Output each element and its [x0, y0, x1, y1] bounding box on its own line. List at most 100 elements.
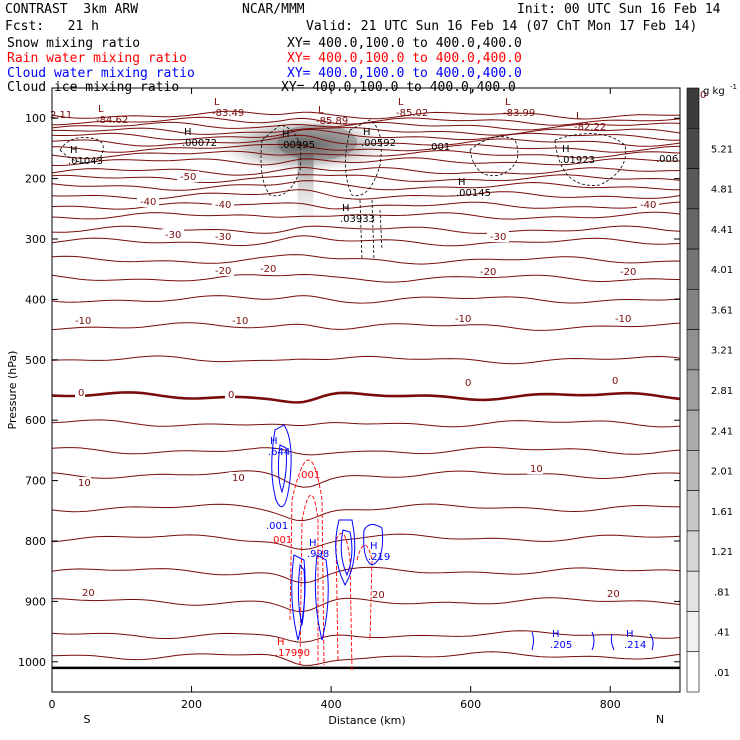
isotherm-label: 20	[607, 589, 620, 600]
extremum-marker: L	[398, 97, 404, 108]
isotherm-label: -10	[232, 316, 248, 327]
isotherm-label-bg	[72, 315, 94, 326]
isotherm-line	[51, 630, 681, 643]
extremum-marker: H	[552, 629, 560, 640]
colorbar-level-label: 1.21	[711, 547, 733, 558]
isotherm-label-bg	[75, 477, 91, 488]
y-tick-label: 200	[25, 173, 46, 186]
colorbar-level-label: 4.41	[711, 225, 733, 236]
isotherm-label-bg	[225, 389, 235, 400]
isotherm-label: 10	[232, 473, 245, 484]
isotherm-label: -20	[480, 267, 496, 278]
isotherm-label: -10	[455, 314, 471, 325]
cloud-ice-contour	[359, 199, 383, 261]
colorbar-segment	[686, 611, 700, 653]
isotherm-label-bg	[452, 313, 474, 324]
extremum-value: .00145	[456, 188, 491, 199]
colorbar-segment	[686, 570, 700, 612]
x-tick-label: 0	[49, 698, 56, 711]
valid-time: Valid: 21 UTC Sun 16 Feb 14 (07 ChT Mon …	[306, 19, 698, 34]
field-cloudwater-name: Cloud water mixing ratio	[7, 66, 195, 81]
isotherm-label-bg	[612, 313, 634, 324]
isotherm-line	[51, 225, 681, 234]
isotherm-line	[51, 391, 681, 404]
isotherm-line	[51, 419, 681, 428]
field-rain-xy: XY= 400.0,100.0 to 400.0,400.0	[287, 51, 522, 66]
isotherm-line	[52, 144, 681, 153]
isotherm-label: 20	[372, 590, 385, 601]
plot-frame	[51, 87, 681, 693]
isotherm-label: -40	[140, 197, 156, 208]
isotherm-label: -30	[490, 232, 506, 243]
colorbar-segment	[686, 248, 700, 290]
field-snow-xy: XY= 400.0,100.0 to 400.0,400.0	[287, 36, 522, 51]
cloud-water-contour	[531, 631, 534, 651]
extremum-marker: H	[282, 129, 290, 140]
isotherm-label: -20	[260, 264, 276, 275]
isotherm-line	[52, 127, 681, 136]
y-tick-label: 500	[25, 354, 46, 367]
isotherm-line	[51, 446, 681, 456]
cloud-water-contour	[271, 424, 292, 508]
isotherm-label-bg	[177, 171, 199, 182]
isotherm-label: 0	[78, 388, 84, 399]
extremum-marker: H	[184, 127, 192, 138]
extremum-marker: H	[363, 127, 371, 138]
colorbar-segment	[686, 369, 700, 411]
org-label: NCAR/MMM	[242, 2, 305, 17]
isotherm-label-bg	[617, 266, 639, 277]
cloud-water-contour	[649, 633, 654, 651]
colorbar-level-label: 1.61	[711, 507, 733, 518]
isotherm-label: -40	[215, 200, 231, 211]
extremum-marker: L	[214, 97, 220, 108]
cloud-water-contour	[277, 444, 287, 494]
extremum-marker: L	[318, 105, 324, 116]
isotherm-line	[51, 235, 681, 247]
model-title: CONTRAST 3km ARW	[5, 2, 139, 17]
extremum-marker: H	[277, 637, 285, 648]
x-tick-label: 400	[321, 698, 342, 711]
isotherm-label-bg	[637, 199, 659, 210]
isotherm-line	[51, 211, 681, 220]
isotherm-label: -40	[640, 200, 656, 211]
isotherm-line	[51, 533, 681, 551]
contour-label: .001	[298, 470, 320, 481]
rain-water-contour	[356, 544, 373, 641]
x-tick-label: 800	[600, 698, 621, 711]
colorbar-segment	[686, 208, 700, 250]
cloud-ice-contour	[59, 137, 104, 163]
colorbar-segment	[686, 168, 700, 210]
contour-label: .001	[428, 142, 450, 153]
isotherm-label-bg	[604, 588, 620, 599]
snow-shading-max	[277, 124, 358, 161]
isotherm-label-bg	[609, 375, 619, 386]
extremum-value: .01923	[560, 155, 595, 166]
y-tick-label: 1000	[18, 656, 46, 669]
colorbar-level-label: .41	[714, 628, 730, 639]
isotherm-label-bg	[229, 472, 245, 483]
isotherm-line	[51, 254, 681, 265]
field-snow-name: Snow mixing ratio	[7, 36, 141, 51]
cloud-water-contour	[610, 633, 615, 651]
cloud-water-contour	[363, 524, 383, 566]
isotherm-line	[51, 322, 681, 331]
colorbar-unit: g kg	[703, 86, 725, 97]
colorbar-level-label: 2.01	[711, 467, 733, 478]
colorbar-segment	[686, 409, 700, 451]
isotherm-line	[51, 166, 680, 176]
isotherm-label-bg	[75, 387, 85, 398]
extremum-value: .17990	[275, 648, 310, 659]
extremum-value: .01043	[68, 156, 103, 167]
isotherm-line	[51, 273, 681, 283]
cloud-water-contour	[297, 563, 306, 626]
extremum-value: -84.62	[96, 115, 128, 126]
isotherm-line	[51, 355, 681, 365]
colorbar-segment	[686, 289, 700, 330]
isotherm-line	[51, 597, 681, 613]
isotherm-line	[51, 174, 681, 183]
colorbar-level-label: 4.01	[711, 265, 733, 276]
extremum-marker: L	[576, 111, 582, 122]
rain-water-contour	[289, 459, 325, 666]
extremum-value: -85.02	[396, 108, 428, 119]
